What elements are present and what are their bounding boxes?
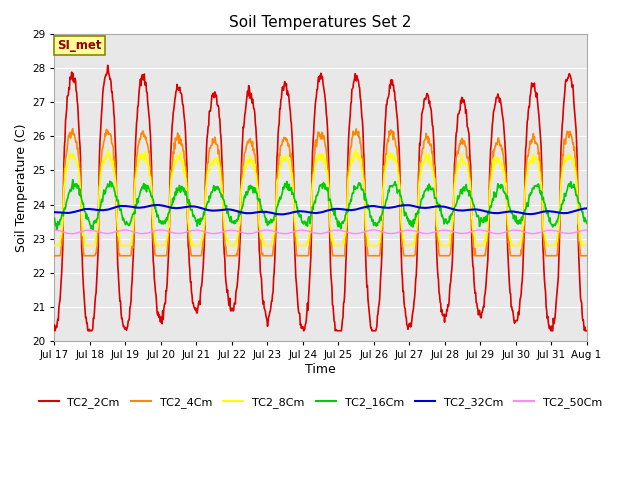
Title: Soil Temperatures Set 2: Soil Temperatures Set 2 — [229, 15, 412, 30]
Text: SI_met: SI_met — [57, 38, 102, 51]
X-axis label: Time: Time — [305, 363, 336, 376]
Y-axis label: Soil Temperature (C): Soil Temperature (C) — [15, 123, 28, 252]
Legend: TC2_2Cm, TC2_4Cm, TC2_8Cm, TC2_16Cm, TC2_32Cm, TC2_50Cm: TC2_2Cm, TC2_4Cm, TC2_8Cm, TC2_16Cm, TC2… — [34, 393, 607, 412]
